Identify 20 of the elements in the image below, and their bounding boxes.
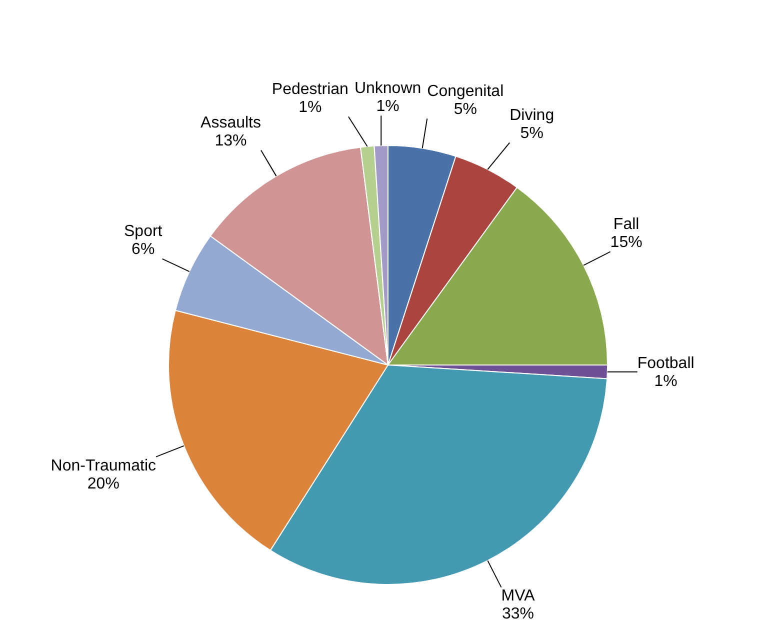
- data-label: 1%: [298, 99, 322, 116]
- slice-label: Diving: [510, 107, 554, 124]
- data-label: 6%: [132, 241, 155, 258]
- data-label: 1%: [654, 373, 678, 390]
- data-label: 5%: [520, 125, 544, 142]
- data-label: 15%: [610, 234, 642, 252]
- data-label: 13%: [214, 132, 247, 150]
- slice-label: MVA: [501, 588, 536, 605]
- slice-label: Sport: [124, 223, 163, 240]
- slice-label: Fall: [613, 216, 640, 234]
- slice-label: Non-Traumatic: [50, 457, 156, 474]
- slice-label: Pedestrian: [272, 81, 348, 98]
- data-label: 5%: [454, 100, 477, 118]
- data-label: 1%: [376, 98, 400, 116]
- slice-label: Unknown: [354, 80, 422, 98]
- data-label: 20%: [87, 475, 120, 492]
- slice-label: Congenital: [427, 82, 504, 100]
- slice-label: Football: [637, 355, 694, 372]
- slice-label: Assaults: [200, 114, 261, 132]
- data-label: 33%: [502, 606, 534, 620]
